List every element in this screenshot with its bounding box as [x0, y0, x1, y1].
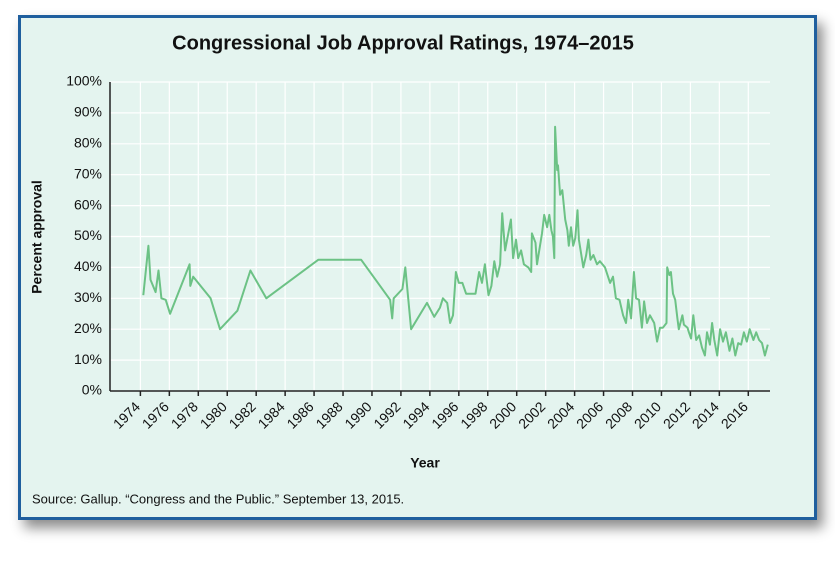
x-tick-label: 2002 — [515, 398, 548, 431]
y-tick-label: 20% — [74, 320, 102, 336]
y-tick-label: 0% — [82, 382, 102, 398]
x-axis-label: Year — [410, 455, 440, 471]
x-tick-label: 1980 — [197, 398, 230, 431]
x-tick-label: 1988 — [312, 398, 345, 431]
y-tick-label: 100% — [66, 73, 102, 89]
x-tick-label: 1976 — [139, 398, 172, 431]
y-tick-label: 50% — [74, 227, 102, 243]
y-tick-label: 90% — [74, 104, 102, 120]
y-tick-label: 40% — [74, 258, 102, 274]
x-tick-label: 1982 — [226, 398, 259, 431]
x-tick-label: 1984 — [255, 398, 288, 431]
y-tick-label: 10% — [74, 351, 102, 367]
y-tick-label: 60% — [74, 196, 102, 212]
x-tick-label: 2008 — [602, 398, 635, 431]
x-tick-label: 2014 — [689, 398, 722, 431]
y-tick-label: 30% — [74, 289, 102, 305]
chart-title: Congressional Job Approval Ratings, 1974… — [172, 32, 634, 54]
x-tick-label: 1986 — [283, 398, 316, 431]
x-tick-label: 2016 — [718, 398, 751, 431]
x-tick-label: 1998 — [457, 398, 490, 431]
x-tick-label: 1978 — [168, 398, 201, 431]
y-tick-label: 80% — [74, 135, 102, 151]
x-tick-label: 1990 — [341, 398, 374, 431]
x-tick-label: 1994 — [399, 398, 432, 431]
source-note: Source: Gallup. “Congress and the Public… — [32, 491, 404, 506]
x-tick-label: 2012 — [660, 398, 693, 431]
x-tick-label: 1992 — [370, 398, 403, 431]
x-tick-label: 2000 — [486, 398, 519, 431]
x-tick-label: 2010 — [631, 398, 664, 431]
y-axis-label: Percent approval — [29, 180, 45, 294]
x-tick-label: 2004 — [544, 398, 577, 431]
x-tick-label: 1996 — [428, 398, 461, 431]
x-tick-label: 2006 — [573, 398, 606, 431]
y-tick-label: 70% — [74, 165, 102, 181]
approval-line — [142, 125, 769, 357]
x-tick-label: 1974 — [110, 398, 143, 431]
